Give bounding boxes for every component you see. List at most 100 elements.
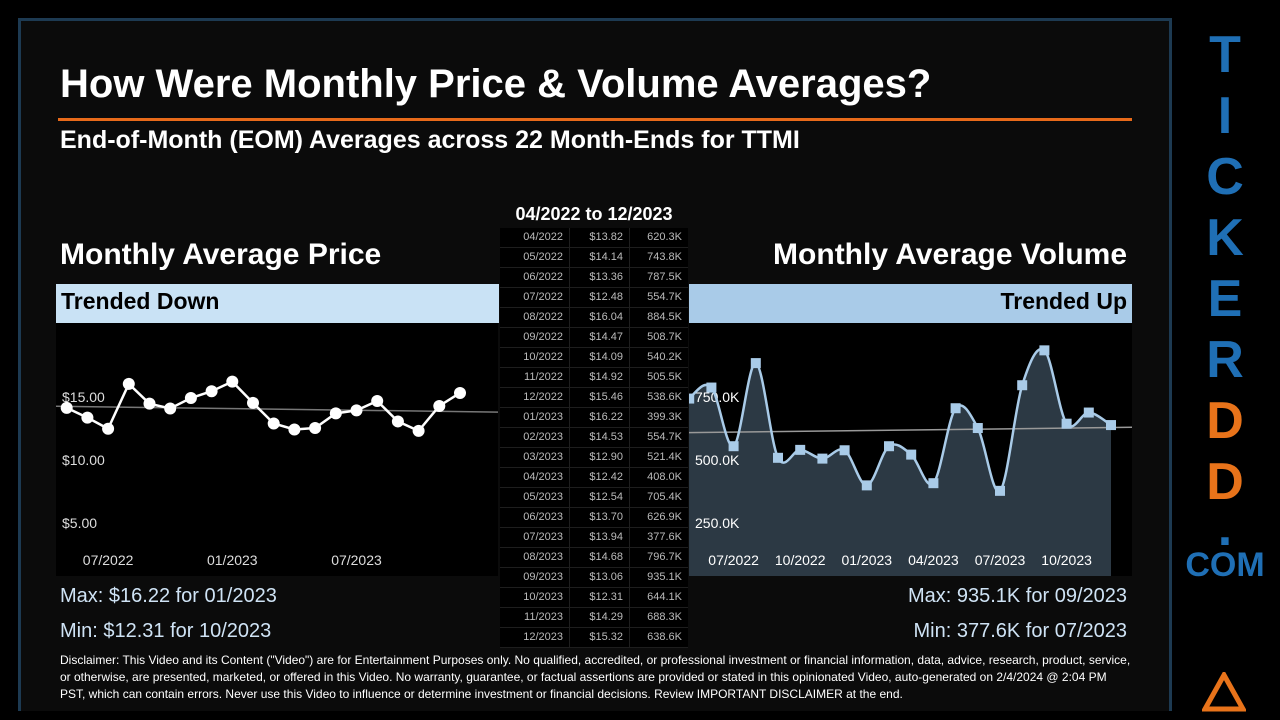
- table-row: 06/2023 $13.70 626.9K: [500, 508, 688, 528]
- price-cell: $12.54: [570, 488, 630, 507]
- price-trend-badge: Trended Down: [56, 284, 499, 323]
- volume-cell: 626.9K: [647, 511, 682, 523]
- price-cell: $12.31: [570, 588, 630, 607]
- month-cell: 05/2022: [500, 248, 570, 267]
- trend-line: [689, 426, 1132, 434]
- price-cell: $12.90: [570, 448, 630, 467]
- data-point: [728, 441, 739, 452]
- table-row: 10/2023 $12.31 644.1K: [500, 588, 688, 608]
- logo-letter: D: [1206, 392, 1244, 450]
- volume-heading: Monthly Average Volume: [773, 238, 1127, 271]
- volume-cell: 620.3K: [647, 231, 682, 243]
- volume-cell: 408.0K: [647, 471, 682, 483]
- table-row: 09/2022 $14.47 508.7K: [500, 328, 688, 348]
- month-cell: 06/2022: [500, 268, 570, 287]
- month-cell: 10/2022: [500, 348, 570, 367]
- volume-cell: 399.3K: [647, 411, 682, 423]
- price-chart: $5.00 $10.00 $15.00 07/2022 01/2023 07/2023: [56, 323, 498, 576]
- volume-cell: 705.4K: [647, 491, 682, 503]
- data-point: [884, 441, 894, 452]
- data-point: [247, 396, 259, 409]
- volume-cell: 743.8K: [647, 251, 682, 263]
- x-tick-label: 07/2023: [975, 552, 1026, 568]
- data-point: [226, 375, 239, 388]
- volume-cell: 538.6K: [647, 391, 682, 403]
- disclaimer: Disclaimer: This Video and its Content (…: [60, 653, 1131, 701]
- data-point: [1061, 418, 1072, 429]
- table-row: 04/2023 $12.42 408.0K: [500, 468, 688, 488]
- volume-cell: 521.4K: [647, 451, 682, 463]
- price-heading: Monthly Average Price: [60, 238, 382, 271]
- data-point: [122, 377, 135, 390]
- month-cell: 03/2023: [500, 448, 570, 467]
- logo-letter: C: [1206, 148, 1244, 206]
- month-cell: 12/2023: [500, 628, 570, 647]
- month-cell: 09/2022: [500, 328, 570, 347]
- data-point: [60, 401, 73, 414]
- month-cell: 10/2023: [500, 588, 570, 607]
- x-tick-label: 10/2022: [775, 552, 826, 568]
- volume-min: Min: 377.6K for 07/2023: [913, 620, 1127, 642]
- x-tick-label: 01/2023: [841, 552, 892, 568]
- data-point: [371, 395, 384, 408]
- data-point: [205, 385, 218, 398]
- price-cell: $13.82: [570, 228, 630, 247]
- table-row: 08/2022 $16.04 884.5K: [500, 308, 688, 328]
- month-cell: 07/2022: [500, 288, 570, 307]
- month-cell: 12/2022: [500, 388, 570, 407]
- table-row: 01/2023 $16.22 399.3K: [500, 408, 688, 428]
- data-point: [928, 478, 939, 489]
- data-point: [773, 452, 783, 463]
- warning-triangle-icon: [1202, 672, 1246, 712]
- price-cell: $14.92: [570, 368, 630, 387]
- volume-max: Max: 935.1K for 09/2023: [907, 585, 1127, 607]
- x-tick-label: 07/2022: [708, 552, 759, 568]
- subtitle: End-of-Month (EOM) Averages across 22 Mo…: [60, 126, 800, 154]
- data-point: [433, 399, 446, 412]
- data-point: [309, 421, 322, 434]
- month-cell: 06/2023: [500, 508, 570, 527]
- month-cell: 02/2023: [500, 428, 570, 447]
- data-point: [184, 392, 197, 405]
- price-cell: $16.04: [570, 308, 630, 327]
- price-cell: $14.53: [570, 428, 630, 447]
- x-tick-label: 04/2023: [908, 552, 959, 568]
- data-point: [1106, 420, 1116, 431]
- volume-cell: 554.7K: [647, 291, 682, 303]
- volume-cell: 554.7K: [647, 431, 682, 443]
- price-cell: $13.36: [570, 268, 630, 287]
- data-point: [81, 411, 94, 424]
- table-row: 02/2023 $14.53 554.7K: [500, 428, 688, 448]
- divider: [58, 118, 1132, 121]
- price-cell: $14.68: [570, 548, 630, 567]
- month-cell: 07/2023: [500, 528, 570, 547]
- logo-letter: T: [1209, 26, 1241, 84]
- logo-letter: R: [1206, 331, 1244, 389]
- data-point: [350, 404, 363, 417]
- price-cell: $14.47: [570, 328, 630, 347]
- data-point: [972, 423, 983, 434]
- plot-background: [56, 323, 498, 576]
- data-point: [391, 415, 404, 428]
- volume-cell: 688.3K: [647, 611, 682, 623]
- volume-area: [689, 349, 1111, 576]
- data-point: [950, 403, 961, 414]
- data-point: [412, 424, 425, 437]
- table-row: 05/2022 $14.14 743.8K: [500, 248, 688, 268]
- volume-cell: 505.5K: [647, 371, 682, 383]
- volume-cell: 638.6K: [647, 631, 682, 643]
- data-point: [750, 358, 761, 369]
- price-cell: $14.29: [570, 608, 630, 627]
- month-cell: 08/2023: [500, 548, 570, 567]
- data-point: [689, 393, 695, 404]
- data-point: [1039, 345, 1050, 356]
- price-cell: $13.70: [570, 508, 630, 527]
- month-cell: 11/2022: [500, 368, 570, 387]
- month-cell: 09/2023: [500, 568, 570, 587]
- data-point: [906, 449, 917, 460]
- price-cell: $14.09: [570, 348, 630, 367]
- price-cell: $12.48: [570, 288, 630, 307]
- trend-line: [56, 405, 498, 413]
- table-row: 12/2022 $15.46 538.6K: [500, 388, 688, 408]
- table-row: 06/2022 $13.36 787.5K: [500, 268, 688, 288]
